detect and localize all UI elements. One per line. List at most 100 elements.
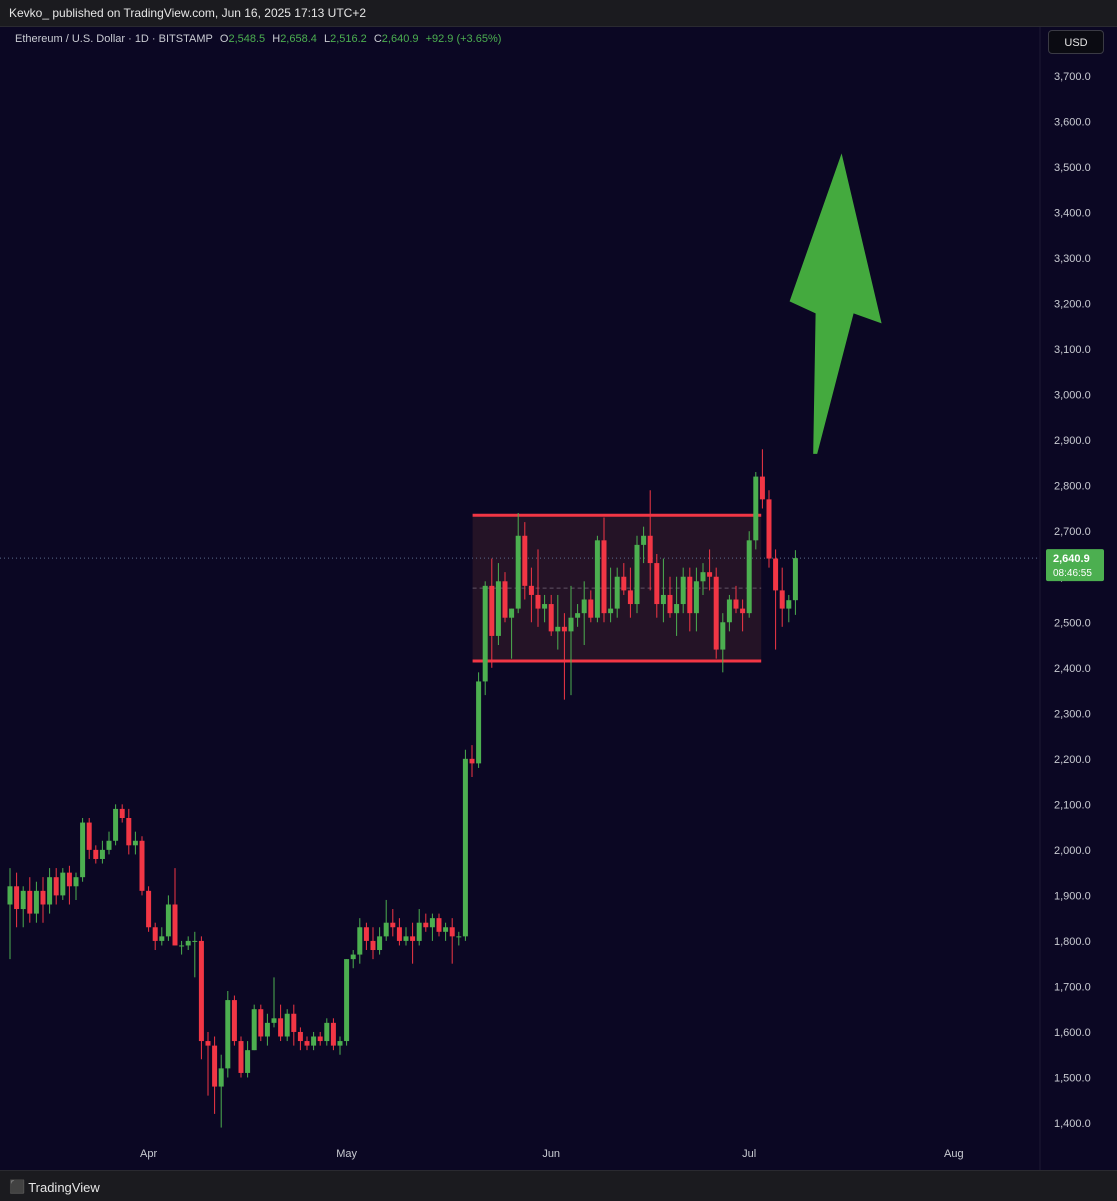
- tradingview-logo[interactable]: ⬛ TradingView: [9, 1179, 100, 1195]
- candle[interactable]: [14, 872, 20, 928]
- candle[interactable]: [456, 931, 462, 946]
- candle[interactable]: [641, 526, 647, 564]
- candle[interactable]: [73, 872, 79, 900]
- candle[interactable]: [284, 1009, 290, 1042]
- candle[interactable]: [462, 749, 468, 941]
- candle[interactable]: [271, 977, 277, 1028]
- candle[interactable]: [700, 563, 706, 595]
- candle[interactable]: [119, 804, 125, 823]
- candle[interactable]: [198, 936, 204, 1060]
- candle[interactable]: [179, 940, 185, 955]
- candle[interactable]: [146, 886, 152, 932]
- candle[interactable]: [759, 449, 765, 509]
- candle[interactable]: [33, 881, 39, 923]
- candle[interactable]: [522, 522, 528, 600]
- candle[interactable]: [515, 513, 521, 614]
- candle[interactable]: [786, 594, 792, 623]
- candle[interactable]: [317, 1031, 323, 1046]
- bullish-arrow[interactable]: [789, 153, 882, 454]
- candle[interactable]: [245, 1041, 251, 1078]
- candle[interactable]: [126, 808, 132, 855]
- candle[interactable]: [753, 472, 759, 550]
- candle[interactable]: [647, 490, 653, 591]
- candle[interactable]: [608, 567, 614, 623]
- candle[interactable]: [542, 594, 548, 623]
- candle[interactable]: [66, 865, 72, 905]
- candle[interactable]: [621, 563, 627, 595]
- candle[interactable]: [99, 840, 105, 864]
- candle[interactable]: [350, 950, 356, 969]
- candle[interactable]: [495, 563, 501, 646]
- candle[interactable]: [152, 922, 158, 951]
- candle[interactable]: [159, 927, 165, 946]
- candle[interactable]: [779, 567, 785, 627]
- candle[interactable]: [766, 490, 772, 568]
- candle[interactable]: [614, 567, 620, 618]
- candle[interactable]: [555, 594, 561, 650]
- candle[interactable]: [324, 1018, 330, 1046]
- candle[interactable]: [390, 909, 396, 937]
- candle[interactable]: [535, 549, 541, 627]
- candle[interactable]: [238, 1036, 244, 1078]
- candle[interactable]: [469, 745, 475, 778]
- candle[interactable]: [304, 1036, 310, 1051]
- candle[interactable]: [344, 959, 350, 1046]
- candle[interactable]: [773, 549, 779, 650]
- candle[interactable]: [383, 899, 389, 941]
- candle[interactable]: [660, 558, 666, 623]
- candle[interactable]: [377, 927, 383, 955]
- candle[interactable]: [60, 868, 66, 900]
- candle[interactable]: [311, 1031, 317, 1051]
- candle[interactable]: [370, 927, 376, 960]
- candle[interactable]: [561, 613, 567, 700]
- candle[interactable]: [218, 1054, 224, 1128]
- candle[interactable]: [337, 1036, 343, 1055]
- time-axis[interactable]: Apr May Jun Jul Aug: [140, 1148, 964, 1160]
- candle[interactable]: [264, 1013, 270, 1046]
- candle[interactable]: [172, 868, 178, 946]
- candle[interactable]: [423, 913, 429, 932]
- candle[interactable]: [396, 918, 402, 946]
- candle[interactable]: [581, 581, 587, 646]
- candle[interactable]: [20, 886, 26, 928]
- candle[interactable]: [165, 895, 171, 941]
- chart-area[interactable]: 3,700.0 3,600.0 3,500.0 3,400.0 3,300.0 3,200…: [0, 27, 1117, 1175]
- candle[interactable]: [594, 535, 600, 623]
- candle[interactable]: [251, 1004, 257, 1051]
- candle[interactable]: [357, 918, 363, 964]
- candle[interactable]: [291, 1004, 297, 1046]
- candle[interactable]: [687, 567, 693, 632]
- candle[interactable]: [93, 845, 99, 864]
- candle[interactable]: [212, 1036, 218, 1114]
- candle[interactable]: [278, 1004, 284, 1042]
- candle[interactable]: [416, 909, 422, 946]
- candle[interactable]: [258, 1004, 264, 1042]
- candle[interactable]: [482, 581, 488, 696]
- candle[interactable]: [449, 918, 455, 964]
- price-chart[interactable]: 3,700.0 3,600.0 3,500.0 3,400.0 3,300.0 3,200…: [0, 27, 1117, 1170]
- candle[interactable]: [53, 868, 59, 905]
- candle[interactable]: [192, 931, 198, 978]
- candle[interactable]: [403, 927, 409, 946]
- candle[interactable]: [106, 831, 112, 855]
- candle[interactable]: [80, 818, 86, 882]
- candle[interactable]: [601, 517, 607, 623]
- candle[interactable]: [568, 585, 574, 696]
- candle[interactable]: [429, 913, 435, 941]
- candle[interactable]: [139, 836, 145, 896]
- candle[interactable]: [726, 594, 732, 632]
- candle[interactable]: [693, 567, 699, 632]
- candle[interactable]: [231, 995, 237, 1046]
- candle[interactable]: [713, 567, 719, 659]
- candle[interactable]: [528, 567, 534, 623]
- candle[interactable]: [707, 549, 713, 591]
- candle[interactable]: [733, 585, 739, 614]
- candle[interactable]: [205, 1031, 211, 1096]
- candle[interactable]: [720, 613, 726, 673]
- candle[interactable]: [40, 877, 46, 923]
- candle[interactable]: [588, 590, 594, 623]
- candle[interactable]: [680, 567, 686, 614]
- candle[interactable]: [410, 922, 416, 964]
- candle[interactable]: [548, 594, 554, 636]
- candle[interactable]: [489, 558, 495, 668]
